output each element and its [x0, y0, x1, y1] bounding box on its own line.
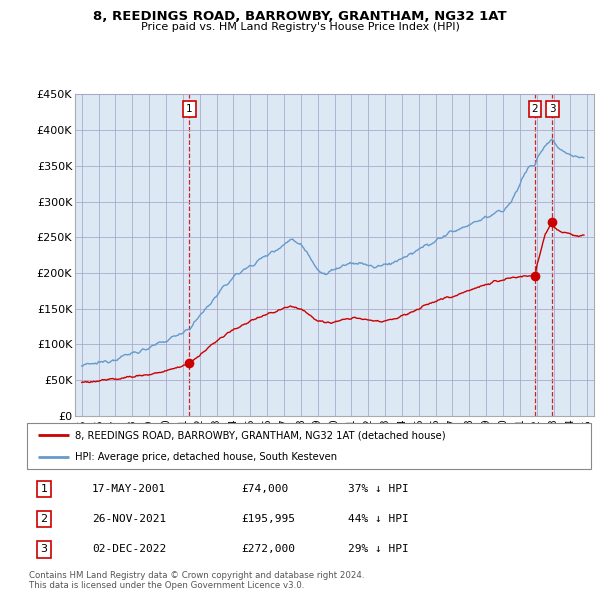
Text: 2: 2: [40, 514, 47, 524]
Text: HPI: Average price, detached house, South Kesteven: HPI: Average price, detached house, Sout…: [75, 451, 337, 461]
Text: 2: 2: [532, 104, 538, 114]
Text: 17-MAY-2001: 17-MAY-2001: [92, 484, 166, 494]
Text: Price paid vs. HM Land Registry's House Price Index (HPI): Price paid vs. HM Land Registry's House …: [140, 22, 460, 32]
Text: 3: 3: [40, 545, 47, 555]
Text: 8, REEDINGS ROAD, BARROWBY, GRANTHAM, NG32 1AT: 8, REEDINGS ROAD, BARROWBY, GRANTHAM, NG…: [93, 10, 507, 23]
Text: £272,000: £272,000: [241, 545, 295, 555]
Text: 8, REEDINGS ROAD, BARROWBY, GRANTHAM, NG32 1AT (detached house): 8, REEDINGS ROAD, BARROWBY, GRANTHAM, NG…: [75, 431, 446, 441]
Text: 1: 1: [186, 104, 193, 114]
Text: 37% ↓ HPI: 37% ↓ HPI: [349, 484, 409, 494]
Text: 3: 3: [549, 104, 556, 114]
Text: Contains HM Land Registry data © Crown copyright and database right 2024.
This d: Contains HM Land Registry data © Crown c…: [29, 571, 364, 590]
Text: £195,995: £195,995: [241, 514, 295, 524]
FancyBboxPatch shape: [27, 423, 591, 469]
Text: 1: 1: [40, 484, 47, 494]
Text: 44% ↓ HPI: 44% ↓ HPI: [349, 514, 409, 524]
Text: 02-DEC-2022: 02-DEC-2022: [92, 545, 166, 555]
Text: 29% ↓ HPI: 29% ↓ HPI: [349, 545, 409, 555]
Text: 26-NOV-2021: 26-NOV-2021: [92, 514, 166, 524]
Text: £74,000: £74,000: [241, 484, 289, 494]
